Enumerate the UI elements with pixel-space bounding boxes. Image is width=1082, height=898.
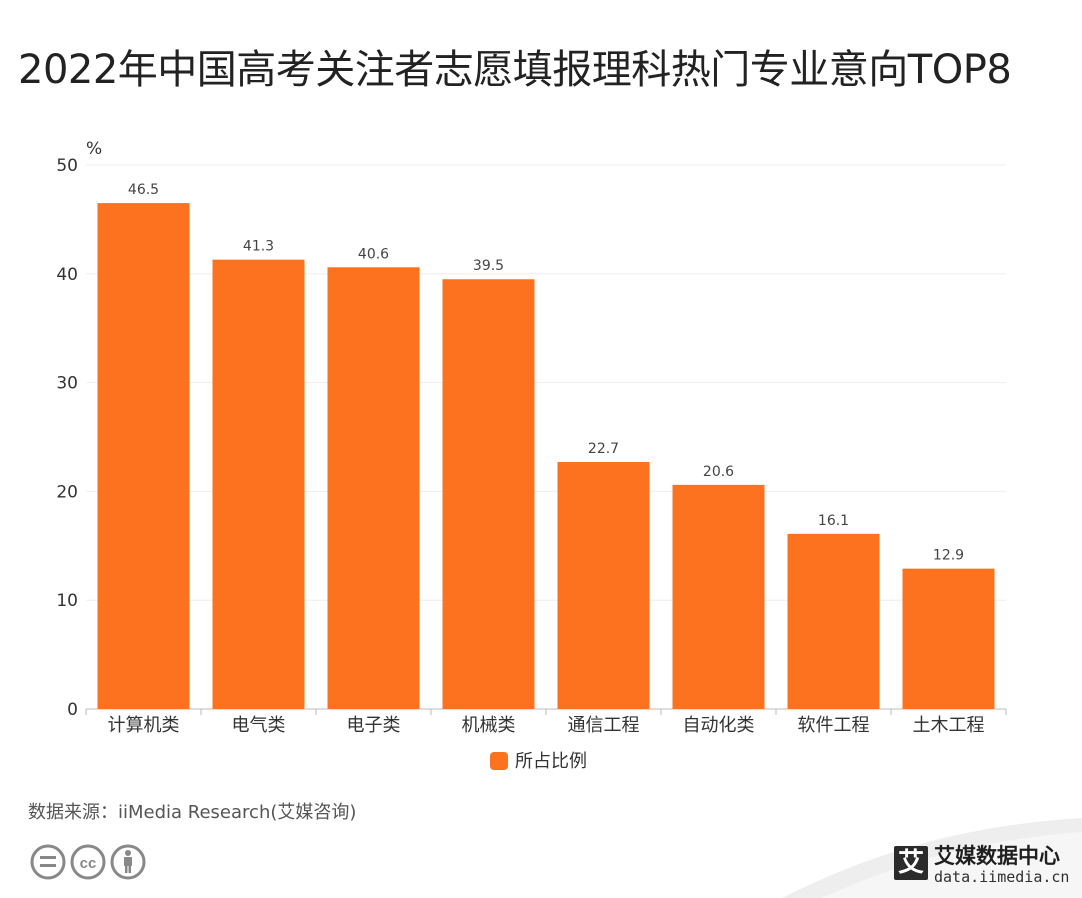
y-tick-label: 30: [56, 374, 78, 394]
x-tick-label: 机械类: [462, 715, 516, 736]
data-label: 12.9: [933, 548, 964, 564]
bar: [787, 533, 880, 709]
x-tick-label: 计算机类: [108, 715, 180, 736]
x-tick-label: 土木工程: [913, 715, 985, 736]
y-tick-label: 40: [56, 265, 78, 285]
bar: [557, 462, 650, 709]
data-label: 39.5: [473, 258, 504, 274]
x-tick-label: 通信工程: [568, 715, 640, 736]
bar: [442, 279, 535, 709]
y-tick-label: 20: [56, 482, 78, 502]
bar: [97, 203, 190, 709]
brand-name: 艾媒数据中心: [934, 844, 1060, 868]
data-label: 22.7: [588, 441, 619, 457]
data-label: 40.6: [358, 246, 389, 262]
license-icons: cc: [30, 844, 146, 880]
data-label: 16.1: [818, 513, 849, 529]
x-tick-label: 电子类: [347, 715, 401, 736]
page-title: 2022年中国高考关注者志愿填报理科热门专业意向TOP8: [18, 47, 1012, 93]
data-label: 46.5: [128, 182, 159, 198]
brand-logo-block: 艾 艾媒数据中心 data.iimedia.cn: [894, 842, 1074, 888]
bar-chart: 0 10 20 30 40 50% 46.5 计算机类 41.3 电气类 40.6 电子类 39.5 机械…: [56, 139, 1007, 772]
bar: [672, 484, 765, 709]
brand-logo-icon: 艾: [894, 846, 928, 880]
x-tick-label: 电气类: [232, 715, 286, 736]
bar: [212, 259, 305, 709]
y-tick-label: 50: [56, 156, 78, 176]
x-tick-label: 自动化类: [683, 715, 755, 736]
legend-label: 所占比例: [515, 751, 587, 772]
cc-icon: cc: [70, 844, 106, 880]
y-tick-label: 0: [67, 700, 78, 720]
legend-swatch: [490, 752, 508, 770]
data-label: 41.3: [243, 239, 274, 255]
bar: [902, 568, 995, 709]
y-tick-label: 10: [56, 591, 78, 611]
data-source-note: 数据来源：iiMedia Research(艾媒咨询): [28, 802, 357, 823]
svg-text:cc: cc: [80, 855, 97, 872]
brand-url: data.iimedia.cn: [934, 868, 1070, 886]
bar: [327, 267, 420, 709]
equals-icon: [30, 844, 66, 880]
brand-swoosh-decoration: [782, 818, 1082, 898]
data-label: 20.6: [703, 464, 734, 480]
person-icon: [110, 844, 146, 880]
y-axis-unit-label: %: [86, 139, 102, 159]
x-tick-label: 软件工程: [798, 715, 870, 736]
